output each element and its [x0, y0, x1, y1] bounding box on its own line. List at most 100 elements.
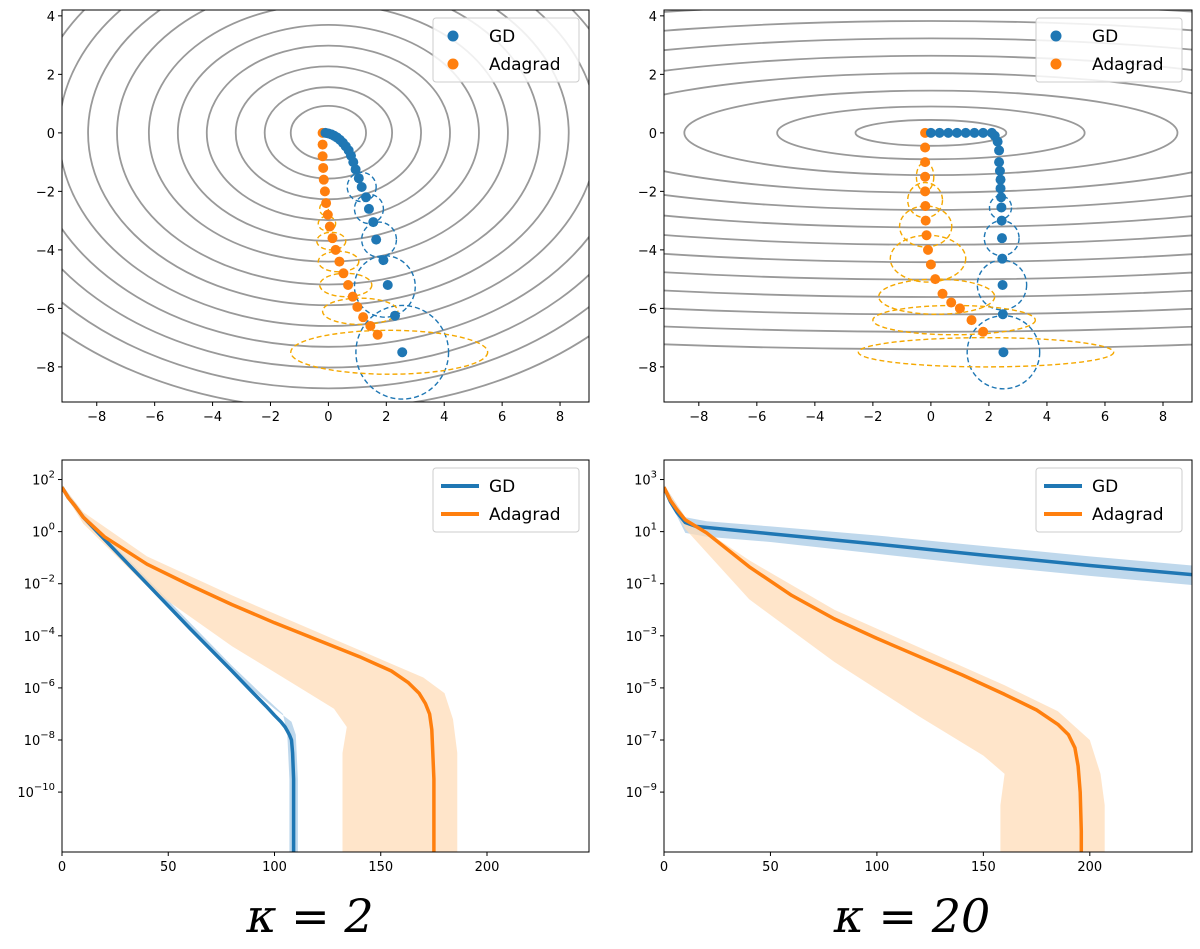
gd-point	[997, 279, 1008, 290]
loss-plot-kappa-20: 0 50 100 150 20010310110−110−310−510−710−9GD…	[626, 459, 1193, 875]
x-tick-label: 6	[498, 410, 506, 425]
gd-point	[996, 233, 1007, 244]
adagrad-uncertainty-ellipse	[321, 297, 399, 326]
x-tick-label: −4	[805, 410, 824, 425]
gd-point	[371, 234, 382, 245]
gd-point	[996, 215, 1007, 226]
gd-point	[997, 253, 1008, 264]
y-tick-exponent: −6	[40, 678, 55, 689]
y-tick-label: −4	[638, 244, 657, 259]
contour-line	[62, 10, 589, 327]
y-tick-label: −8	[638, 361, 657, 376]
gd-point	[363, 203, 374, 214]
gd-point	[994, 145, 1005, 156]
x-tick-label: 0	[324, 410, 332, 425]
x-tick-label: −2	[863, 410, 882, 425]
gd-point	[996, 192, 1007, 203]
adagrad-uncertainty-ellipse	[877, 278, 996, 315]
axes-frame	[61, 9, 590, 403]
plot-area	[664, 484, 1192, 852]
plot-area	[62, 10, 589, 402]
adagrad-point	[319, 186, 330, 197]
x-tick-label: −6	[747, 410, 766, 425]
plot-area	[62, 484, 458, 852]
gd-point	[952, 127, 963, 138]
axes-frame	[663, 9, 1193, 403]
y-tick-label: −8	[36, 361, 55, 376]
axes-frame	[663, 459, 1193, 853]
gd-point	[997, 309, 1008, 320]
contour-line	[664, 37, 1192, 229]
y-tick-label: 2	[47, 68, 55, 83]
contour-line	[205, 44, 451, 222]
legend-gd-marker	[1050, 30, 1062, 42]
adagrad-point	[338, 268, 349, 279]
plot-area	[664, 10, 1192, 390]
gd-uncertainty-ellipse	[346, 171, 377, 203]
x-tick-label: 50	[762, 860, 779, 875]
adagrad-point	[920, 157, 931, 168]
contour-line	[664, 325, 1192, 333]
y-tick-exponent: −9	[642, 782, 657, 793]
adagrad-point	[330, 244, 341, 255]
legend-label: Adagrad	[1092, 505, 1164, 525]
axes-frame	[61, 459, 590, 853]
gd-point	[994, 157, 1005, 168]
y-tick-exponent: −8	[40, 730, 55, 741]
adagrad-point	[920, 201, 931, 211]
legend-label: GD	[1092, 27, 1118, 47]
legend-box	[432, 17, 580, 83]
x-tick-label: 0	[927, 410, 935, 425]
legend-label: GD	[489, 27, 515, 47]
adagrad-point	[327, 233, 338, 244]
y-tick-label: 4	[649, 10, 657, 25]
contour-line	[116, 10, 541, 286]
adagrad-point	[324, 221, 335, 232]
contour-line	[664, 20, 1192, 246]
x-tick-label: 4	[440, 410, 448, 425]
gd-point	[353, 173, 364, 184]
gd-point	[995, 174, 1006, 185]
contour-line	[683, 89, 1179, 177]
legend-label: GD	[1092, 477, 1118, 497]
x-tick-label: 8	[1159, 410, 1167, 425]
contour-line	[62, 267, 589, 369]
gd-point	[925, 127, 936, 138]
legend: GD Adagrad	[432, 17, 580, 83]
contour-line	[62, 301, 589, 390]
adagrad-point	[317, 151, 328, 162]
adagrad-point	[966, 315, 977, 326]
adagrad-uncertainty-ellipse	[857, 336, 1115, 368]
adagrad-point	[937, 288, 948, 299]
gd-point	[994, 165, 1005, 176]
x-tick-label: −4	[203, 410, 222, 425]
adagrad-point	[321, 198, 332, 209]
gd-point	[960, 127, 971, 138]
gd-point	[356, 181, 367, 192]
contour-line	[776, 105, 1086, 161]
adagrad-confidence-band	[62, 484, 458, 852]
legend-adagrad-marker	[1050, 58, 1062, 70]
adagrad-point	[318, 162, 329, 173]
adagrad-point	[347, 291, 358, 302]
y-tick-exponent: −4	[40, 626, 55, 637]
gd-uncertainty-ellipse	[360, 221, 398, 258]
gd-point	[969, 127, 980, 138]
x-tick-label: 150	[368, 860, 393, 875]
x-tick-label: −8	[689, 410, 708, 425]
adagrad-point	[920, 171, 931, 182]
adagrad-point	[921, 230, 932, 241]
gd-point	[397, 347, 408, 358]
x-tick-label: −6	[145, 410, 164, 425]
adagrad-loss-line	[62, 486, 436, 852]
caption-kappa-20: κ = 20	[833, 889, 991, 943]
x-tick-label: 0	[58, 860, 66, 875]
y-tick-label: 2	[649, 68, 657, 83]
adagrad-point	[930, 274, 941, 285]
adagrad-point	[954, 303, 965, 314]
legend: GD Adagrad	[1035, 17, 1183, 83]
caption-kappa-2: κ = 2	[245, 889, 373, 943]
adagrad-point	[946, 297, 957, 308]
y-tick-exponent: −10	[34, 782, 55, 793]
adagrad-point	[358, 312, 369, 323]
